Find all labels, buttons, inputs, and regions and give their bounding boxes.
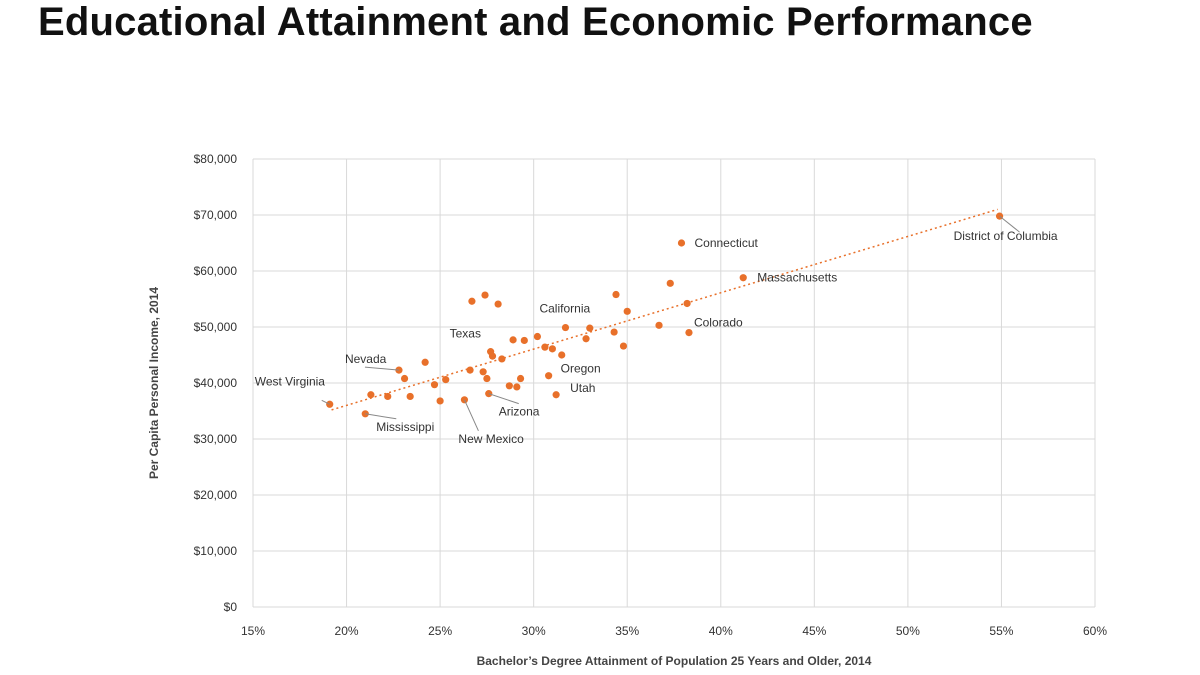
data-point-34 [582,335,590,343]
data-point-40 [655,321,663,329]
trendline-line [331,208,998,411]
x-tick-label-9: 60% [1083,624,1107,638]
data-point-37 [612,290,620,299]
x-tick-label-8: 55% [989,624,1013,638]
y-tick-label-6: $60,000 [194,264,238,278]
x-tick-label-2: 25% [428,624,452,638]
data-point-30 [548,345,556,353]
data-point-15 [481,291,489,299]
annotation-label-0: West Virginia [255,374,326,388]
y-tick-label-3: $30,000 [194,432,238,446]
data-point-2 [367,391,375,399]
x-axis-ticks: 15% 20% 25% 30% 35% 40% 45% 50% 55% 60% [241,624,1107,638]
data-point-29 [545,372,553,380]
annotation-label-7: Oregon [561,362,601,376]
data-point-41 [666,279,674,287]
data-points [326,212,1004,418]
annotation-leader-0 [321,399,330,405]
annotation-label-12: District of Columbia [954,229,1058,243]
x-tick-label-7: 50% [896,624,920,638]
annotation-leader-12 [999,215,1020,233]
y-tick-label-2: $20,000 [194,488,238,502]
data-point-13 [468,297,476,305]
x-axis-title: Bachelor’s Degree Attainment of Populati… [477,654,872,668]
annotation-leader-lines [321,215,1020,432]
annotation-label-1: Nevada [345,352,387,366]
annotation-leader-4 [463,399,479,432]
y-axis-ticks: $0 $10,000 $20,000 $30,000 $40,000 $50,000 $60… [194,152,238,614]
x-tick-label-3: 30% [522,624,546,638]
y-tick-label-0: $0 [224,600,238,614]
y-tick-label-7: $70,000 [194,208,238,222]
data-point-12 [466,366,474,374]
data-point-44 [685,329,693,337]
trendline [331,208,998,411]
data-point-32 [558,351,566,359]
data-point-14 [479,368,487,376]
data-point-35 [586,324,594,332]
data-point-21 [498,355,506,363]
gridlines [252,158,1096,608]
data-point-27 [533,332,542,341]
data-point-22 [505,382,513,390]
data-point-5 [400,374,409,383]
data-point-43 [683,299,691,308]
data-point-36 [610,328,618,336]
data-point-26 [520,336,528,345]
data-point-10 [442,376,450,384]
annotation-leader-2 [365,413,397,420]
annotation-label-4: New Mexico [458,432,524,446]
data-point-31 [552,391,560,399]
y-tick-label-5: $50,000 [194,320,238,334]
data-point-24 [513,383,521,391]
annotation-label-3: Texas [450,327,481,341]
annotation-label-5: Arizona [499,405,540,419]
data-point-6 [406,392,414,401]
data-point-9 [436,397,444,405]
data-point-19 [488,352,497,360]
data-point-3 [384,392,392,401]
x-tick-label-4: 35% [615,624,639,638]
data-point-20 [494,300,502,308]
annotation-label-2: Mississippi [376,420,434,434]
y-tick-label-8: $80,000 [194,152,238,166]
data-point-23 [509,336,517,344]
data-point-42 [677,239,686,247]
y-tick-label-4: $40,000 [194,376,238,390]
data-point-25 [516,374,525,383]
data-point-39 [623,307,631,315]
annotation-label-11: Colorado [694,316,743,330]
data-point-33 [561,323,570,332]
annotation-label-10: Massachusetts [757,271,837,285]
annotation-leader-1 [364,366,399,371]
data-point-28 [541,343,549,351]
annotation-label-6: California [539,302,590,316]
data-point-38 [619,342,628,350]
annotation-leader-5 [488,393,519,405]
data-point-7 [421,358,429,366]
x-tick-label-5: 40% [709,624,733,638]
data-point-16 [483,374,491,383]
annotations: West Virginia Nevada Mississippi Texas New M… [255,229,1058,446]
y-axis-title: Per Capita Personal Income, 2014 [147,287,161,479]
annotation-label-8: Utah [570,381,595,395]
data-point-8 [430,381,439,389]
x-tick-label-6: 45% [802,624,826,638]
annotation-label-9: Connecticut [694,236,758,250]
data-point-45 [739,274,747,282]
x-tick-label-1: 20% [335,624,359,638]
y-tick-label-1: $10,000 [194,544,238,558]
x-tick-label-0: 15% [241,624,265,638]
slide-title: Educational Attainment and Economic Perf… [38,0,1033,44]
